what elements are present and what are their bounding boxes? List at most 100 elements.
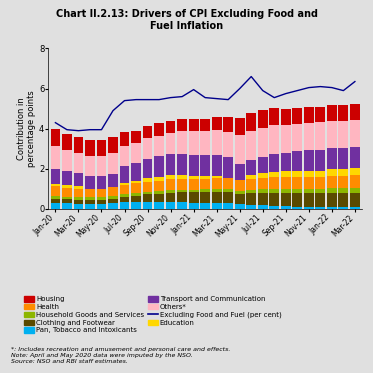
Bar [108, 174, 118, 187]
Bar [200, 192, 210, 203]
Bar [166, 190, 175, 193]
Bar [258, 178, 268, 189]
Bar [235, 118, 245, 135]
Bar [258, 110, 268, 128]
Bar [304, 177, 314, 189]
Bar [189, 119, 198, 132]
Bar [304, 123, 314, 150]
Bar [62, 134, 72, 150]
Bar [166, 193, 175, 202]
Bar [235, 191, 245, 194]
Bar [338, 121, 348, 148]
Bar [327, 148, 337, 169]
Bar [97, 197, 106, 200]
Bar [62, 203, 72, 209]
Bar [223, 117, 233, 132]
Bar [281, 153, 291, 171]
Bar [97, 176, 106, 189]
Bar [223, 178, 233, 189]
Bar [327, 105, 337, 121]
Bar [258, 173, 268, 178]
Bar [108, 187, 118, 196]
Bar [50, 196, 60, 199]
Bar [292, 177, 302, 189]
Bar [73, 186, 83, 189]
Bar [97, 140, 106, 156]
Bar [131, 131, 141, 143]
Bar [50, 184, 60, 186]
Bar [166, 154, 175, 175]
Bar [223, 192, 233, 203]
Bar [338, 188, 348, 193]
Bar [142, 126, 153, 138]
Bar [327, 193, 337, 207]
Bar [246, 193, 256, 205]
Bar [258, 193, 268, 205]
Bar [235, 194, 245, 204]
Bar [120, 197, 129, 202]
Bar [97, 189, 106, 197]
Bar [120, 185, 129, 194]
Bar [316, 107, 325, 122]
Bar [177, 175, 187, 179]
Bar [120, 184, 129, 185]
Bar [166, 179, 175, 190]
Bar [177, 179, 187, 189]
Bar [189, 132, 198, 155]
Bar [292, 189, 302, 193]
Bar [212, 189, 222, 192]
Bar [212, 203, 222, 209]
Bar [120, 146, 129, 166]
Bar [246, 179, 256, 190]
Bar [269, 172, 279, 177]
Bar [235, 164, 245, 180]
Bar [316, 150, 325, 171]
Bar [85, 189, 95, 197]
Bar [73, 173, 83, 186]
Bar [200, 203, 210, 209]
Bar [50, 145, 60, 169]
Bar [166, 120, 175, 133]
Bar [108, 137, 118, 153]
Bar [304, 150, 314, 171]
Bar [142, 192, 153, 194]
Bar [292, 109, 302, 124]
Bar [85, 176, 95, 189]
Bar [327, 121, 337, 148]
Bar [338, 207, 348, 209]
Bar [177, 131, 187, 154]
Bar [131, 196, 141, 202]
Bar [327, 188, 337, 193]
Bar [97, 156, 106, 176]
Bar [223, 157, 233, 178]
Bar [350, 147, 360, 168]
Bar [189, 203, 198, 209]
Bar [131, 183, 141, 193]
Bar [212, 130, 222, 155]
Bar [108, 196, 118, 199]
Bar [269, 109, 279, 125]
Bar [292, 151, 302, 171]
Bar [131, 181, 141, 183]
Bar [120, 132, 129, 146]
Bar [73, 200, 83, 204]
Bar [316, 193, 325, 207]
Bar [154, 135, 164, 156]
Bar [154, 194, 164, 202]
Bar [142, 138, 153, 159]
Bar [316, 189, 325, 193]
Bar [327, 169, 337, 176]
Bar [131, 193, 141, 196]
Bar [189, 176, 198, 179]
Bar [166, 202, 175, 209]
Bar [350, 188, 360, 193]
Bar [292, 171, 302, 177]
Bar [338, 176, 348, 188]
Text: Chart II.2.13: Drivers of CPI Excluding Food and
Fuel Inflation: Chart II.2.13: Drivers of CPI Excluding … [56, 9, 317, 31]
Bar [200, 155, 210, 176]
Bar [269, 125, 279, 154]
Bar [85, 197, 95, 200]
Bar [269, 192, 279, 206]
Bar [120, 194, 129, 197]
Bar [189, 155, 198, 176]
